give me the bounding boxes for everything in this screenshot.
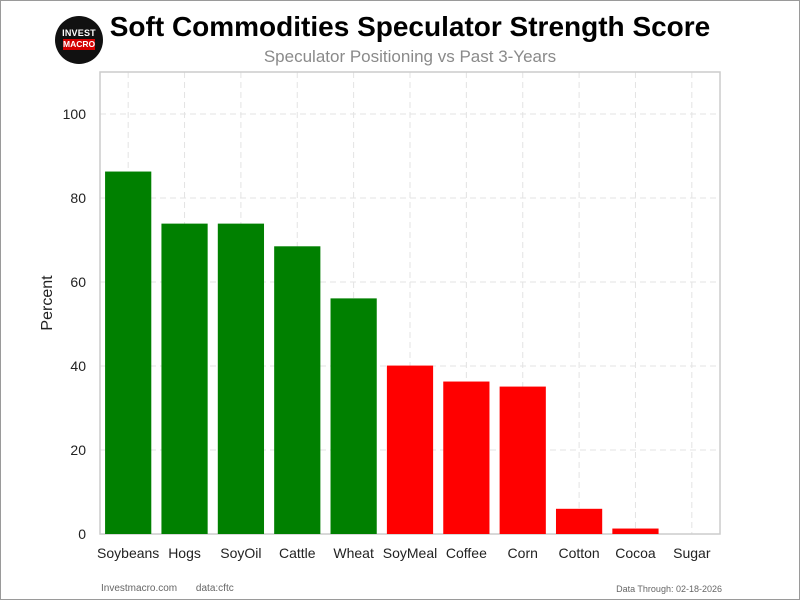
footer-source: data:cftc xyxy=(195,583,234,594)
x-tick-label: Corn xyxy=(508,545,538,561)
y-tick-label: 60 xyxy=(70,274,86,290)
bar-cattle xyxy=(274,246,321,535)
logo-text-bottom: MACRO xyxy=(63,39,96,50)
chart-subtitle: Speculator Positioning vs Past 3-Years xyxy=(263,47,557,66)
y-tick-label: 0 xyxy=(78,526,86,542)
x-tick-label: Cotton xyxy=(558,545,599,561)
x-tick-label: SoyOil xyxy=(220,545,261,561)
bar-cotton xyxy=(555,508,603,534)
x-tick-label: Cocoa xyxy=(615,545,656,561)
bar-soybeans xyxy=(105,171,152,535)
x-tick-label: Sugar xyxy=(673,545,711,561)
bar-wheat xyxy=(330,298,377,534)
footer-left: Investmacro.com data:cftc xyxy=(101,583,250,594)
x-tick-label: Cattle xyxy=(279,545,316,561)
x-tick-label: SoyMeal xyxy=(383,545,437,561)
x-tick-label: Coffee xyxy=(446,545,487,561)
y-tick-label: 100 xyxy=(63,106,87,122)
y-axis-label: Percent xyxy=(39,275,56,331)
bar-hogs xyxy=(161,223,208,534)
x-tick-label: Hogs xyxy=(168,545,201,561)
bar-cocoa xyxy=(612,528,659,534)
bar-soymeal xyxy=(386,365,434,534)
x-tick-label: Wheat xyxy=(333,545,374,561)
x-tick-label: Soybeans xyxy=(97,545,159,561)
bar-coffee xyxy=(443,381,490,534)
y-tick-label: 20 xyxy=(70,442,86,458)
bar-corn xyxy=(499,386,546,534)
bar-soyoil xyxy=(217,223,265,534)
chart-title: Soft Commodities Speculator Strength Sco… xyxy=(109,11,711,42)
footer-site: Investmacro.com xyxy=(101,583,178,594)
y-tick-label: 80 xyxy=(70,190,86,206)
logo-text-top: INVEST xyxy=(62,28,96,38)
y-tick-label: 40 xyxy=(70,358,86,374)
footer-date: Data Through: 02-18-2026 xyxy=(616,584,722,594)
investmacro-logo: INVEST MACRO xyxy=(55,16,103,64)
